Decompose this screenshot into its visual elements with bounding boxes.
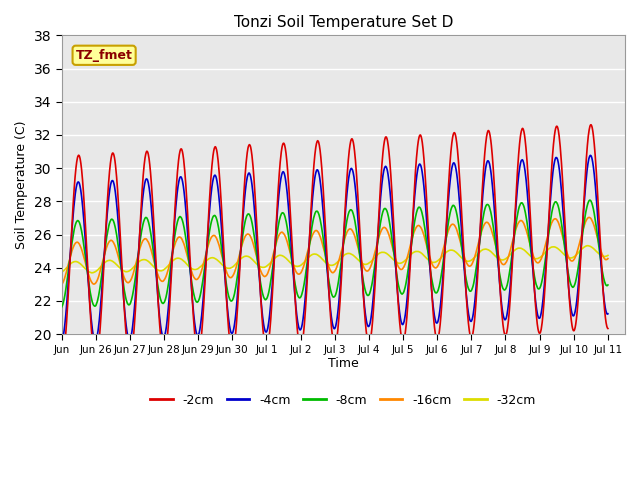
Legend: -2cm, -4cm, -8cm, -16cm, -32cm: -2cm, -4cm, -8cm, -16cm, -32cm: [145, 389, 541, 411]
Title: Tonzi Soil Temperature Set D: Tonzi Soil Temperature Set D: [234, 15, 453, 30]
Text: TZ_fmet: TZ_fmet: [76, 49, 132, 62]
Y-axis label: Soil Temperature (C): Soil Temperature (C): [15, 120, 28, 249]
X-axis label: Time: Time: [328, 357, 358, 371]
